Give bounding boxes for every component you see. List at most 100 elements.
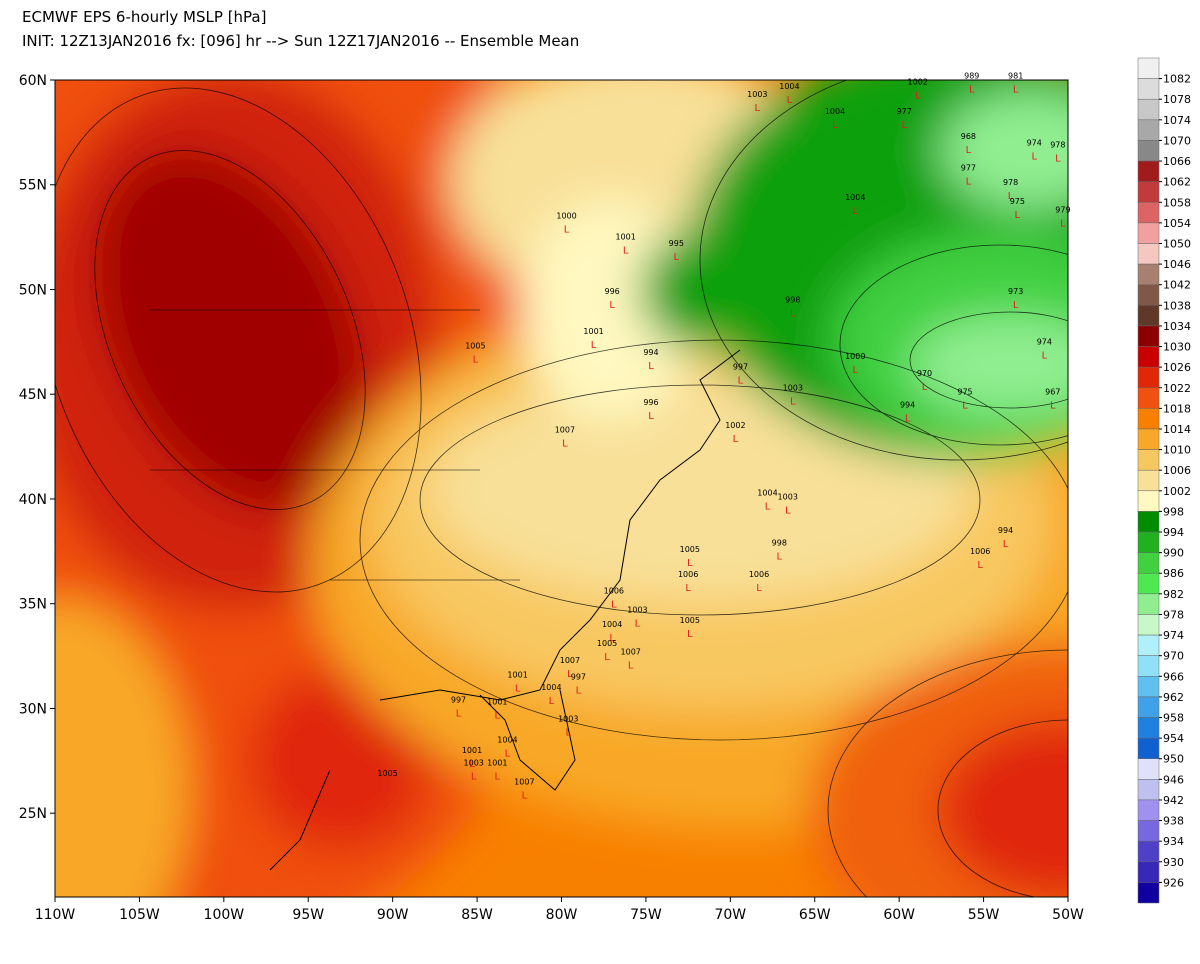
low-pressure-value: 1005 — [680, 545, 700, 554]
colorbar-label: 926 — [1163, 876, 1184, 889]
colorbar-label: 930 — [1163, 856, 1184, 869]
low-pressure-symbol: L — [1050, 401, 1056, 412]
low-pressure-value: 1004 — [541, 683, 561, 692]
low-pressure-value: 1005 — [680, 616, 700, 625]
colorbar-box — [1137, 325, 1160, 347]
low-pressure-symbol: L — [733, 434, 739, 445]
colorbar-box — [1137, 284, 1160, 306]
colorbar-box — [1137, 305, 1160, 327]
colorbar-box — [1137, 882, 1160, 904]
colorbar-box — [1137, 655, 1160, 677]
y-tick-label: 60N — [19, 73, 47, 89]
colorbar-label: 1078 — [1163, 93, 1191, 106]
colorbar-label: 1070 — [1163, 134, 1191, 147]
colorbar-box — [1137, 840, 1160, 863]
low-pressure-value: 978 — [1050, 141, 1065, 150]
low-pressure-symbol: L — [687, 629, 693, 640]
colorbar-box — [1137, 57, 1160, 79]
y-tick-label: 25N — [19, 806, 47, 822]
low-pressure-symbol: L — [604, 652, 610, 663]
low-pressure-value: 997 — [571, 673, 586, 682]
colorbar-label: 1026 — [1163, 361, 1191, 374]
low-pressure-value: 998 — [772, 539, 787, 548]
colorbar-label: 1002 — [1163, 485, 1191, 498]
low-pressure-symbol: L — [456, 709, 462, 720]
low-pressure-value: 979 — [1055, 205, 1070, 214]
low-pressure-symbol: L — [1055, 154, 1061, 165]
low-pressure-value: 997 — [451, 696, 466, 705]
x-tick-label: 100W — [204, 907, 245, 923]
low-pressure-value: 1003 — [783, 384, 803, 393]
low-pressure-value: 1006 — [604, 587, 624, 596]
colorbar-box — [1137, 366, 1160, 389]
low-pressure-value: 977 — [897, 107, 912, 116]
colorbar-box — [1137, 676, 1160, 698]
low-pressure-value: 1000 — [845, 352, 865, 361]
low-pressure-symbol: L — [469, 759, 475, 770]
low-pressure-value: 994 — [998, 526, 1013, 535]
low-pressure-symbol: L — [977, 560, 983, 571]
low-pressure-value: 1004 — [779, 82, 799, 91]
low-pressure-value: 1003 — [558, 715, 578, 724]
low-pressure-symbol: L — [852, 206, 858, 217]
colorbar-label: 1042 — [1163, 279, 1191, 292]
colorbar-label: 1054 — [1163, 217, 1191, 230]
low-pressure-symbol: L — [1060, 218, 1066, 229]
x-tick-label: 80W — [546, 907, 578, 923]
colorbar-box — [1137, 820, 1160, 842]
low-pressure-value: 998 — [785, 296, 800, 305]
colorbar-label: 978 — [1163, 608, 1184, 621]
colorbar-box — [1137, 717, 1160, 739]
low-pressure-value: 1006 — [749, 570, 769, 579]
low-pressure-value: 974 — [1027, 138, 1042, 147]
low-pressure-symbol: L — [505, 748, 511, 759]
low-pressure-value: 978 — [1003, 178, 1018, 187]
colorbar-box — [1137, 243, 1160, 265]
low-pressure-symbol: L — [1042, 350, 1048, 361]
colorbar-label: 942 — [1163, 794, 1184, 807]
x-tick-label: 55W — [968, 907, 1000, 923]
low-pressure-symbol: L — [567, 669, 573, 680]
low-pressure-symbol: L — [385, 782, 391, 793]
colorbar-box — [1137, 263, 1160, 285]
x-tick-label: 105W — [119, 907, 160, 923]
low-pressure-symbol: L — [471, 771, 477, 782]
colorbar-label: 1074 — [1163, 114, 1191, 127]
colorbar-box — [1137, 614, 1160, 636]
low-pressure-symbol: L — [591, 340, 597, 351]
low-pressure-value: 973 — [1008, 287, 1023, 296]
colorbar-label: 1010 — [1163, 444, 1191, 457]
colorbar-label: 962 — [1163, 691, 1184, 704]
low-pressure-value: 1005 — [465, 342, 485, 351]
low-pressure-symbol: L — [755, 103, 761, 114]
low-pressure-value: 1004 — [497, 735, 517, 744]
colorbar-label: 1034 — [1163, 320, 1191, 333]
colorbar-label: 1022 — [1163, 382, 1191, 395]
colorbar-label: 1058 — [1163, 196, 1191, 209]
low-pressure-symbol: L — [609, 300, 615, 311]
low-pressure-symbol: L — [785, 505, 791, 516]
colorbar-box — [1137, 181, 1160, 203]
colorbar-box — [1137, 78, 1160, 100]
low-pressure-value: 989 — [964, 71, 979, 80]
low-pressure-value: 1001 — [507, 671, 527, 680]
low-pressure-symbol: L — [1015, 210, 1021, 221]
low-pressure-symbol: L — [495, 771, 501, 782]
colorbar-box — [1137, 119, 1160, 141]
low-pressure-symbol: L — [969, 84, 975, 95]
colorbar-box — [1137, 449, 1160, 471]
low-pressure-value: 1000 — [556, 212, 576, 221]
low-pressure-value: 968 — [961, 132, 976, 141]
colorbar-label: 990 — [1163, 547, 1184, 560]
low-pressure-symbol: L — [549, 696, 555, 707]
colorbar-box — [1137, 408, 1160, 430]
low-pressure-symbol: L — [674, 252, 680, 263]
low-pressure-symbol: L — [565, 728, 571, 739]
low-pressure-symbol: L — [1013, 84, 1019, 95]
colorbar-label: 950 — [1163, 753, 1184, 766]
low-pressure-value: 981 — [1008, 71, 1023, 80]
low-pressure-symbol: L — [473, 355, 479, 366]
x-tick-label: 95W — [292, 907, 324, 923]
low-pressure-value: 994 — [900, 400, 915, 409]
low-pressure-value: 1003 — [747, 90, 767, 99]
